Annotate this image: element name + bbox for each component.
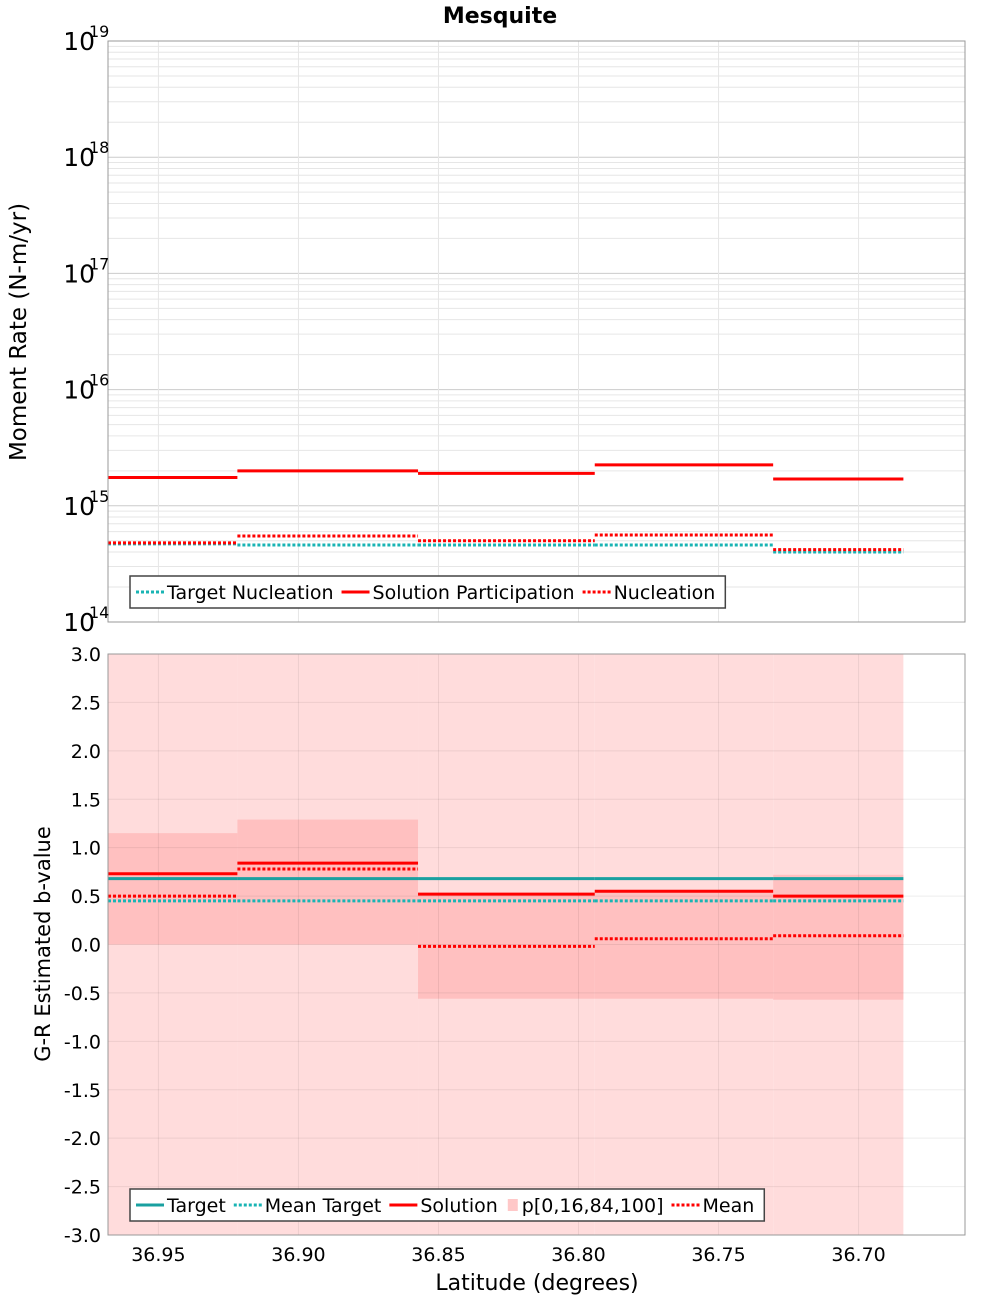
- y-tick-label: 0.0: [71, 935, 101, 957]
- y-tick-label: 10: [63, 492, 95, 521]
- y-tick-exponent: 17: [89, 254, 109, 273]
- latitude-axis-label: Latitude (degrees): [435, 1271, 638, 1296]
- b-value-axis-label: G-R Estimated b-value: [31, 826, 55, 1062]
- band-inner: [237, 819, 419, 945]
- legend-p-0-16-84-100-swatch: [507, 1199, 518, 1211]
- y-tick-exponent: 15: [89, 487, 109, 506]
- x-tick-label: 36.95: [131, 1244, 185, 1266]
- band-inner: [594, 891, 774, 999]
- x-tick-label: 36.80: [551, 1244, 605, 1266]
- x-tick-label: 36.90: [271, 1244, 325, 1266]
- legend-box: [129, 575, 727, 609]
- y-tick-label: 2.5: [71, 692, 101, 714]
- y-tick-exponent: 18: [89, 138, 109, 157]
- y-tick-label: -3.0: [64, 1225, 101, 1247]
- x-tick-label: 36.85: [411, 1244, 465, 1266]
- y-tick-label: 3.0: [71, 644, 101, 666]
- band-inner: [108, 833, 238, 945]
- y-tick-label: 10: [63, 376, 95, 405]
- legend-solution-participation-label: Solution Participation: [373, 582, 575, 604]
- y-tick-label: 0.5: [71, 886, 101, 908]
- y-tick-label: 10: [63, 143, 95, 172]
- y-tick-label: -1.0: [64, 1031, 101, 1053]
- y-tick-label: -1.5: [64, 1080, 101, 1102]
- chart-title: Mesquite: [443, 4, 557, 29]
- y-tick-exponent: 16: [89, 371, 109, 390]
- y-tick-exponent: 19: [89, 22, 109, 41]
- x-tick-label: 36.75: [691, 1244, 745, 1266]
- legend-mean-label: Mean: [703, 1195, 755, 1217]
- y-tick-label: 10: [63, 27, 95, 56]
- legend-nucleation-label: Nucleation: [614, 582, 716, 604]
- plot-frame: [107, 40, 966, 623]
- y-tick-label: -2.0: [64, 1128, 101, 1150]
- y-tick-label: 1.0: [71, 838, 101, 860]
- x-tick-label: 36.70: [831, 1244, 885, 1266]
- legend-target-label: Target: [166, 1195, 226, 1217]
- plot-area: [108, 41, 965, 622]
- legend-mean-target-label: Mean Target: [265, 1195, 382, 1217]
- plot-frame: [107, 653, 966, 1236]
- moment-rate-axis-label: Moment Rate (N-m/yr): [6, 203, 32, 461]
- legend-solution-label: Solution: [420, 1195, 497, 1217]
- y-tick-label: 2.0: [71, 741, 101, 763]
- y-tick-label: 10: [63, 608, 95, 637]
- y-tick-label: -0.5: [64, 983, 101, 1005]
- legend-target-nucleation-label: Target Nucleation: [166, 582, 334, 604]
- y-tick-label: 1.5: [71, 789, 101, 811]
- legend-p-0-16-84-100-label: p[0,16,84,100]: [522, 1195, 664, 1217]
- y-tick-exponent: 14: [89, 603, 109, 622]
- b-value-panel: 3.0 2.5 2.0 1.5 1.0 0.5 0.0 -0.5 -1.0 -1.5 -2.0 -2.…: [64, 644, 966, 1266]
- y-tick-label: 10: [63, 259, 95, 288]
- y-tick-label: -2.5: [64, 1177, 101, 1199]
